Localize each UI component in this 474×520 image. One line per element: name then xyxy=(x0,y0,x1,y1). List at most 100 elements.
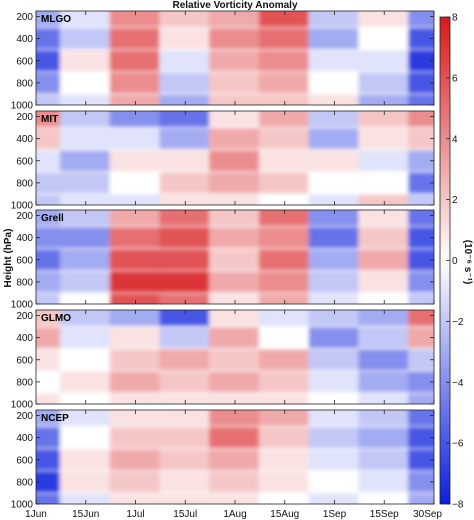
y-axis-label: Height (hPa) xyxy=(3,229,14,288)
heat-cell xyxy=(159,94,212,105)
heat-cell xyxy=(308,393,361,404)
heat-cell xyxy=(59,249,112,271)
heat-cell xyxy=(308,72,361,94)
heat-cell xyxy=(36,227,62,248)
heat-cell xyxy=(159,150,212,172)
heat-cell xyxy=(36,393,62,404)
heat-cell xyxy=(159,210,212,226)
heat-cell xyxy=(209,449,261,471)
heat-cell xyxy=(209,210,261,226)
heat-cell xyxy=(308,349,361,371)
heat-cell xyxy=(59,94,112,105)
colorbar-tick-label: 6 xyxy=(452,73,458,84)
heat-cell xyxy=(59,72,112,94)
heat-cell xyxy=(36,28,62,49)
heat-cell xyxy=(258,310,311,326)
heat-cell xyxy=(36,427,62,448)
y-tick-label: 800 xyxy=(16,277,33,288)
panel-mit: MIT 200 400 600 800 1000 xyxy=(11,110,435,212)
heat-cell xyxy=(308,427,361,448)
colorbar-tick-label: −2 xyxy=(452,317,464,328)
heat-cell xyxy=(159,471,212,493)
heat-cell xyxy=(209,371,261,393)
panel-label: Grell xyxy=(41,213,64,224)
heat-cell xyxy=(258,172,311,194)
heat-cell xyxy=(408,227,434,248)
heat-cell xyxy=(258,327,311,348)
heat-cell xyxy=(59,172,112,194)
heat-cell xyxy=(258,410,311,426)
heat-cell xyxy=(59,327,112,348)
heat-cell xyxy=(159,249,212,271)
y-tick-label: 800 xyxy=(16,477,33,488)
heat-cell xyxy=(159,327,212,348)
y-tick-label: 800 xyxy=(16,178,33,189)
heat-cell xyxy=(408,194,434,205)
panel-glmo: GLMO 200 400 600 800 1000 xyxy=(11,309,435,411)
heat-cell xyxy=(408,50,434,72)
heat-cell xyxy=(109,249,162,271)
heat-cell xyxy=(308,94,361,105)
heat-cell xyxy=(258,28,311,49)
heat-cell xyxy=(36,349,62,371)
heat-cell xyxy=(109,150,162,172)
heat-cell xyxy=(109,471,162,493)
heat-cell xyxy=(109,128,162,149)
y-tick-label: 1000 xyxy=(11,101,34,112)
heat-cell xyxy=(36,249,62,271)
heat-cell xyxy=(36,50,62,72)
heat-cell xyxy=(258,371,311,393)
heat-cell xyxy=(109,349,162,371)
heat-cell xyxy=(209,11,261,27)
heat-cell xyxy=(109,493,162,504)
heat-cell xyxy=(358,327,411,348)
heat-cell xyxy=(36,327,62,348)
y-tick-label: 1000 xyxy=(11,500,34,511)
heat-cell xyxy=(109,11,162,27)
x-tick-label: 15Jun xyxy=(72,509,99,520)
y-tick-label: 1000 xyxy=(11,400,34,411)
heat-cell xyxy=(36,128,62,149)
heat-cell xyxy=(109,111,162,127)
heat-cell xyxy=(36,172,62,194)
heat-cell xyxy=(408,471,434,493)
heat-cell xyxy=(258,194,311,205)
heat-cell xyxy=(308,128,361,149)
panel-label: NCEP xyxy=(41,413,69,424)
heat-cell xyxy=(308,310,361,326)
y-tick-label: 800 xyxy=(16,377,33,388)
heat-cell xyxy=(209,194,261,205)
panel-label: MIT xyxy=(41,114,58,125)
heat-cell xyxy=(258,50,311,72)
heat-cell xyxy=(36,471,62,493)
x-tick-label: 15Jul xyxy=(173,509,197,520)
heat-cell xyxy=(358,393,411,404)
heat-cell xyxy=(159,111,212,127)
heat-cell xyxy=(159,128,212,149)
heat-cell xyxy=(36,194,62,205)
heat-cell xyxy=(258,150,311,172)
heat-cell xyxy=(109,427,162,448)
heat-cell xyxy=(59,150,112,172)
x-tick-label: 15Sep xyxy=(370,509,399,520)
heat-cell xyxy=(59,50,112,72)
y-tick-label: 400 xyxy=(16,433,33,444)
heat-cell xyxy=(308,11,361,27)
y-tick-label: 600 xyxy=(16,156,33,167)
heat-cell xyxy=(159,349,212,371)
heat-cell xyxy=(308,449,361,471)
panel-field xyxy=(36,111,434,205)
chart-title: Relative Vorticity Anomaly xyxy=(172,0,297,11)
heat-cell xyxy=(308,471,361,493)
heat-cell xyxy=(109,50,162,72)
y-tick-label: 600 xyxy=(16,455,33,466)
y-tick-label: 400 xyxy=(16,134,33,145)
heat-cell xyxy=(109,28,162,49)
panel-field xyxy=(36,310,434,404)
heat-cell xyxy=(358,449,411,471)
heat-cell xyxy=(159,393,212,404)
heat-cell xyxy=(358,94,411,105)
heat-cell xyxy=(59,449,112,471)
heat-cell xyxy=(59,11,112,27)
heat-cell xyxy=(258,111,311,127)
